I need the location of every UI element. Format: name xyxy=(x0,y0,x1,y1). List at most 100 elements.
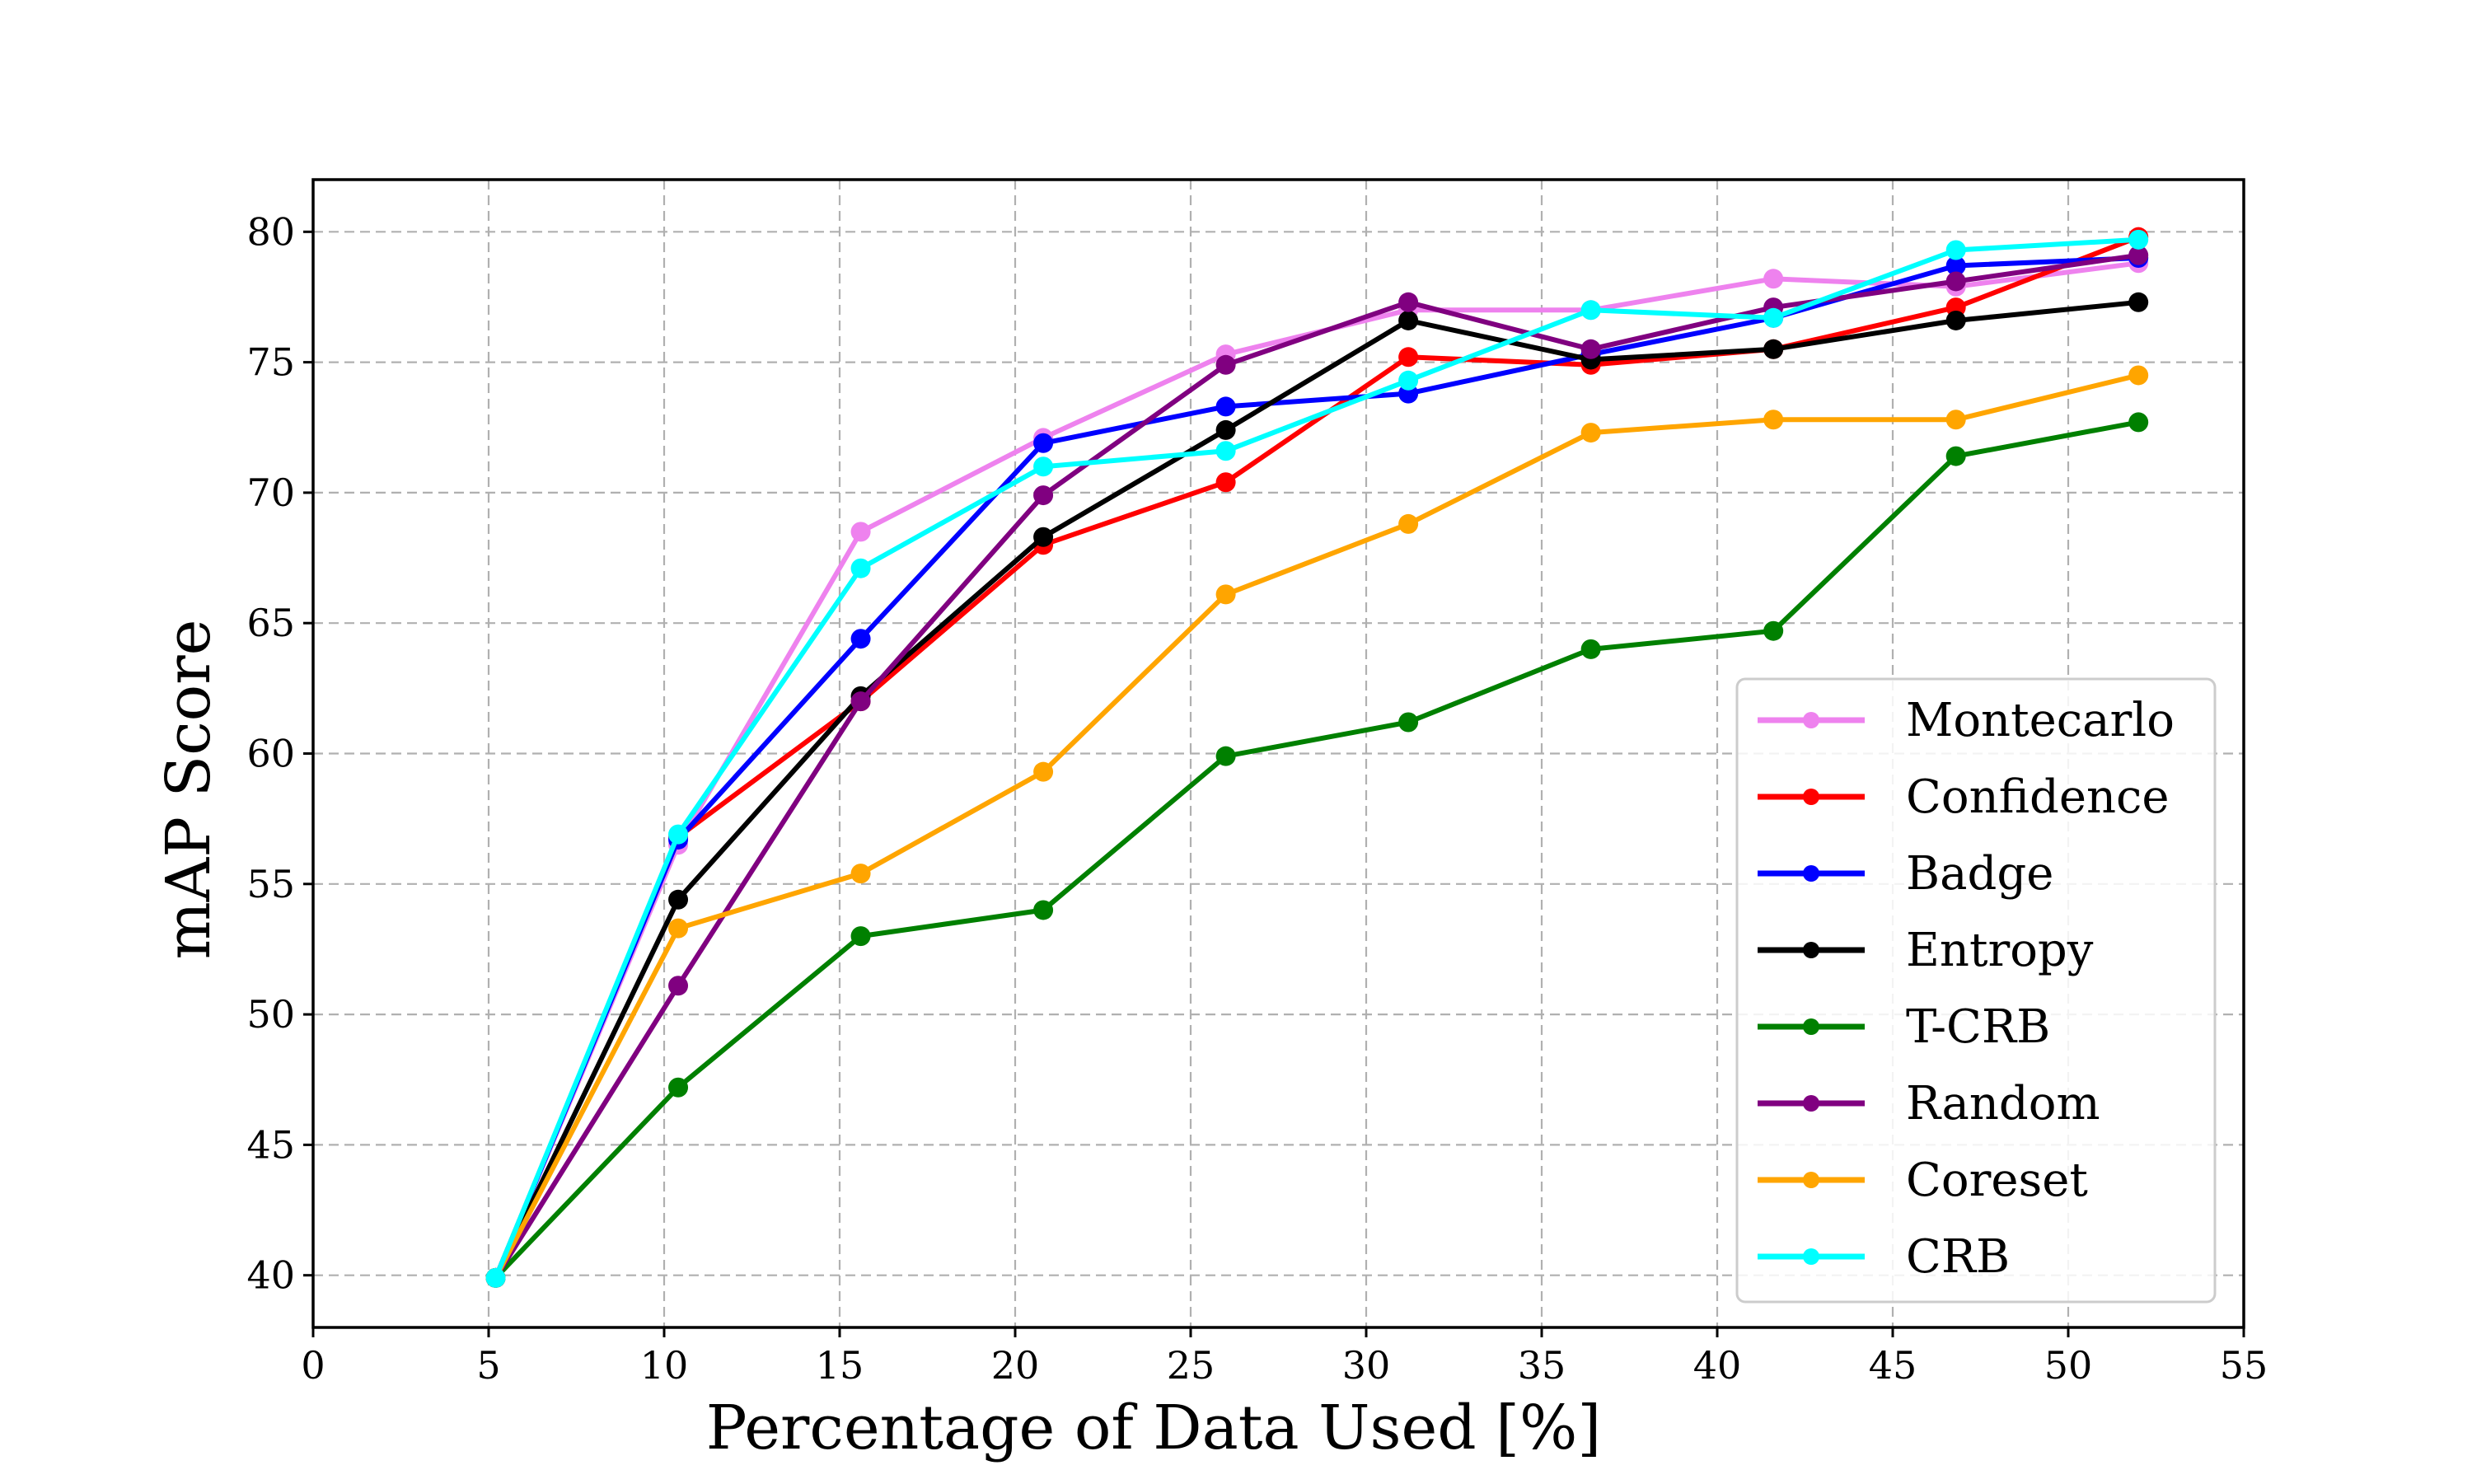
data-point-t-crb xyxy=(1763,620,1784,641)
data-point-badge xyxy=(850,629,871,649)
x-tick-label: 50 xyxy=(2044,1343,2093,1388)
data-point-crb xyxy=(668,824,689,845)
x-tick-label: 55 xyxy=(2220,1343,2268,1388)
y-tick-label: 70 xyxy=(246,470,295,515)
y-tick-label: 50 xyxy=(246,992,295,1037)
data-point-random xyxy=(1945,271,1966,292)
data-point-crb xyxy=(1033,456,1054,477)
data-point-t-crb xyxy=(668,1077,689,1098)
data-point-random xyxy=(1580,339,1601,359)
data-point-coreset xyxy=(1215,584,1236,605)
x-axis-title: Percentage of Data Used [%] xyxy=(706,1393,1601,1463)
legend-marker xyxy=(1803,1018,1819,1035)
x-tick-label: 30 xyxy=(1342,1343,1391,1388)
data-point-coreset xyxy=(2128,365,2149,386)
series-t-crb xyxy=(485,412,2149,1288)
series-line-badge xyxy=(493,255,2142,1280)
legend-entry-coreset: Coreset xyxy=(1758,1154,2088,1207)
legend-label: Montecarlo xyxy=(1906,694,2175,747)
legend-entry-crb: CRB xyxy=(1758,1230,2010,1284)
data-point-badge xyxy=(1215,396,1236,417)
data-point-t-crb xyxy=(1215,746,1236,766)
y-tick-label: 80 xyxy=(246,209,295,254)
data-point-crb xyxy=(1763,307,1784,328)
x-tick-label: 25 xyxy=(1167,1343,1215,1388)
legend-entry-confidence: Confidence xyxy=(1758,770,2170,824)
data-point-t-crb xyxy=(2128,412,2149,433)
legend-entry-random: Random xyxy=(1758,1077,2100,1131)
x-tick-label: 35 xyxy=(1518,1343,1566,1388)
y-tick-label: 60 xyxy=(246,732,295,776)
data-point-crb xyxy=(1398,370,1419,391)
data-point-coreset xyxy=(1580,423,1601,443)
data-point-montecarlo xyxy=(850,522,871,542)
x-tick-label: 45 xyxy=(1869,1343,1917,1388)
data-point-t-crb xyxy=(1033,900,1054,920)
y-tick-label: 40 xyxy=(246,1253,295,1298)
data-point-coreset xyxy=(1398,513,1419,534)
legend-label: Coreset xyxy=(1906,1154,2088,1207)
x-tick-label: 10 xyxy=(640,1343,689,1388)
data-point-coreset xyxy=(850,864,871,884)
series-line-random xyxy=(493,252,2142,1280)
legend-marker xyxy=(1803,712,1819,728)
series-crb xyxy=(485,229,2149,1288)
legend-marker xyxy=(1803,1248,1819,1265)
y-tick-label: 55 xyxy=(246,862,295,906)
data-point-coreset xyxy=(1033,761,1054,782)
data-point-entropy xyxy=(1215,419,1236,440)
data-point-entropy xyxy=(1033,527,1054,547)
data-point-coreset xyxy=(1763,410,1784,430)
legend-marker xyxy=(1803,789,1819,805)
data-point-random xyxy=(1398,292,1419,312)
data-point-entropy xyxy=(1945,310,1966,330)
legend-marker xyxy=(1803,1095,1819,1112)
series-group xyxy=(485,227,2149,1288)
y-axis-title: mAP Score xyxy=(153,620,224,960)
y-tick-label: 75 xyxy=(246,340,295,385)
axis-ticks: 0 5 10 15 20 25 30 35 40 45 50 55 40 45 50 55 60 65 70 75 80 xyxy=(246,209,2268,1388)
y-tick-label: 45 xyxy=(246,1122,295,1167)
x-tick-label: 20 xyxy=(991,1343,1040,1388)
legend-label: Random xyxy=(1906,1077,2100,1131)
x-tick-label: 0 xyxy=(301,1343,325,1388)
data-point-random xyxy=(1215,354,1236,375)
data-point-entropy xyxy=(1398,310,1419,330)
data-point-confidence xyxy=(1215,472,1236,493)
x-tick-label: 40 xyxy=(1693,1343,1742,1388)
data-point-random xyxy=(2128,245,2149,265)
legend-frame xyxy=(1735,677,2217,1304)
legend-entry-montecarlo: Montecarlo xyxy=(1758,694,2175,747)
data-point-t-crb xyxy=(1398,712,1419,733)
series-line-confidence xyxy=(493,234,2142,1280)
data-point-crb xyxy=(1580,300,1601,321)
x-tick-label: 15 xyxy=(816,1343,864,1388)
data-point-t-crb xyxy=(850,926,871,947)
legend-label: Badge xyxy=(1906,847,2053,901)
legend-entry-t-crb: T-CRB xyxy=(1758,1000,2050,1054)
data-point-montecarlo xyxy=(1763,269,1784,289)
legend-marker xyxy=(1803,1172,1819,1188)
data-point-coreset xyxy=(1945,410,1966,430)
legend-entry-badge: Badge xyxy=(1758,847,2053,901)
data-point-badge xyxy=(1945,255,1966,276)
legend-label: CRB xyxy=(1906,1230,2010,1284)
data-point-crb xyxy=(850,558,871,578)
data-point-t-crb xyxy=(1945,446,1966,466)
series-line-t-crb xyxy=(493,419,2142,1280)
legend-marker xyxy=(1803,942,1819,958)
data-point-crb xyxy=(1945,240,1966,260)
data-point-entropy xyxy=(2128,292,2149,312)
data-point-t-crb xyxy=(1580,639,1601,659)
grid xyxy=(313,180,2244,1327)
legend-marker xyxy=(1803,865,1819,882)
legend-label: Entropy xyxy=(1906,924,2094,977)
legend-label: Confidence xyxy=(1906,770,2170,824)
data-point-random xyxy=(668,976,689,996)
data-point-random xyxy=(1033,485,1054,506)
x-tick-label: 5 xyxy=(476,1343,500,1388)
legend-label: T-CRB xyxy=(1906,1000,2050,1054)
data-point-entropy xyxy=(1763,339,1784,359)
legend: Montecarlo Confidence Badge Entropy T-CRB Ran… xyxy=(1735,677,2217,1304)
